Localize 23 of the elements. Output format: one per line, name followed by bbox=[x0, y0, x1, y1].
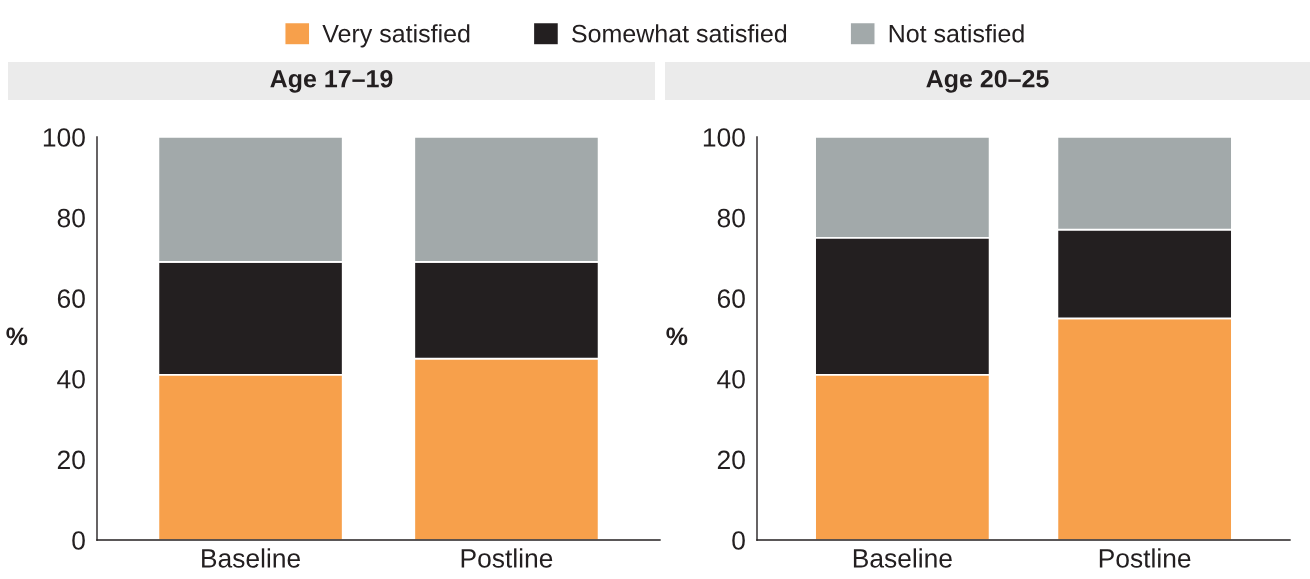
y-tick-label: 60 bbox=[717, 289, 745, 309]
y-tick-label: 80 bbox=[57, 208, 85, 228]
y-tick-label: 20 bbox=[717, 450, 745, 470]
y-axis-title: % bbox=[6, 327, 28, 346]
chart-title: Age 17–19 bbox=[270, 69, 393, 93]
y-tick-label: 40 bbox=[717, 369, 745, 389]
x-tick-label: Postline bbox=[1099, 548, 1191, 568]
y-axis-title: % bbox=[666, 327, 688, 346]
y-tick-label: 80 bbox=[717, 208, 745, 228]
y-tick-label: 40 bbox=[57, 369, 85, 389]
legend-label: Very satisfied bbox=[322, 24, 470, 48]
y-tick-label: 60 bbox=[57, 289, 85, 309]
y-tick-label: 100 bbox=[43, 128, 85, 147]
legend-label: Not satisfied bbox=[889, 24, 1024, 43]
y-tick-label: 0 bbox=[732, 531, 745, 550]
chart-title: Age 20–25 bbox=[926, 69, 1049, 93]
x-tick-label: Postline bbox=[461, 548, 553, 568]
y-tick-label: 100 bbox=[703, 128, 745, 147]
y-tick-label: 0 bbox=[72, 531, 85, 550]
x-tick-label: Baseline bbox=[853, 548, 952, 568]
y-tick-label: 20 bbox=[57, 450, 85, 470]
x-tick-label: Baseline bbox=[202, 548, 300, 568]
legend-label: Somewhat satisfied bbox=[572, 24, 787, 43]
